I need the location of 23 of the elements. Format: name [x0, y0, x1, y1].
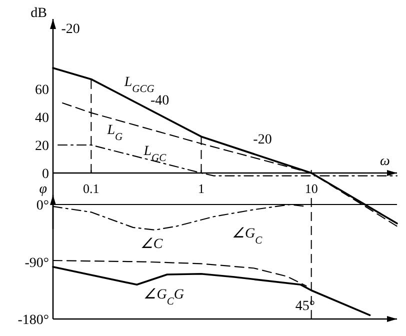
y-tick-label: 60 — [35, 83, 49, 98]
x-tick-label: 0.1 — [83, 181, 100, 196]
y-tick-label: -90° — [24, 256, 49, 271]
annotation: -40 — [150, 93, 170, 108]
series-label: L$_{GCG}$ — [123, 75, 155, 95]
y-tick-label: -180° — [18, 313, 49, 328]
y-tick-label: 20 — [35, 139, 49, 154]
y-tick-label: 0 — [42, 167, 49, 182]
annotation: 45° — [295, 299, 316, 314]
series-label: ∠G$_{C}$ — [232, 226, 264, 246]
annotation: -20 — [61, 22, 80, 37]
y-axis-title: dB — [30, 6, 47, 21]
y-tick-label: 40 — [35, 111, 49, 126]
x-tick-label: 1 — [198, 181, 205, 196]
x-axis-title: ω — [380, 154, 390, 169]
series-label: L$_{G}$ — [106, 122, 124, 142]
annotation: -20 — [253, 132, 272, 148]
y-tick-label: 0° — [36, 198, 49, 214]
series-label: ∠C — [140, 236, 164, 252]
series-label: L$_{GC}$ — [142, 144, 168, 164]
y-axis-title: φ — [39, 182, 48, 197]
series-label: ∠G$_{C}$G — [144, 288, 184, 308]
x-tick-label: 10 — [304, 181, 318, 196]
